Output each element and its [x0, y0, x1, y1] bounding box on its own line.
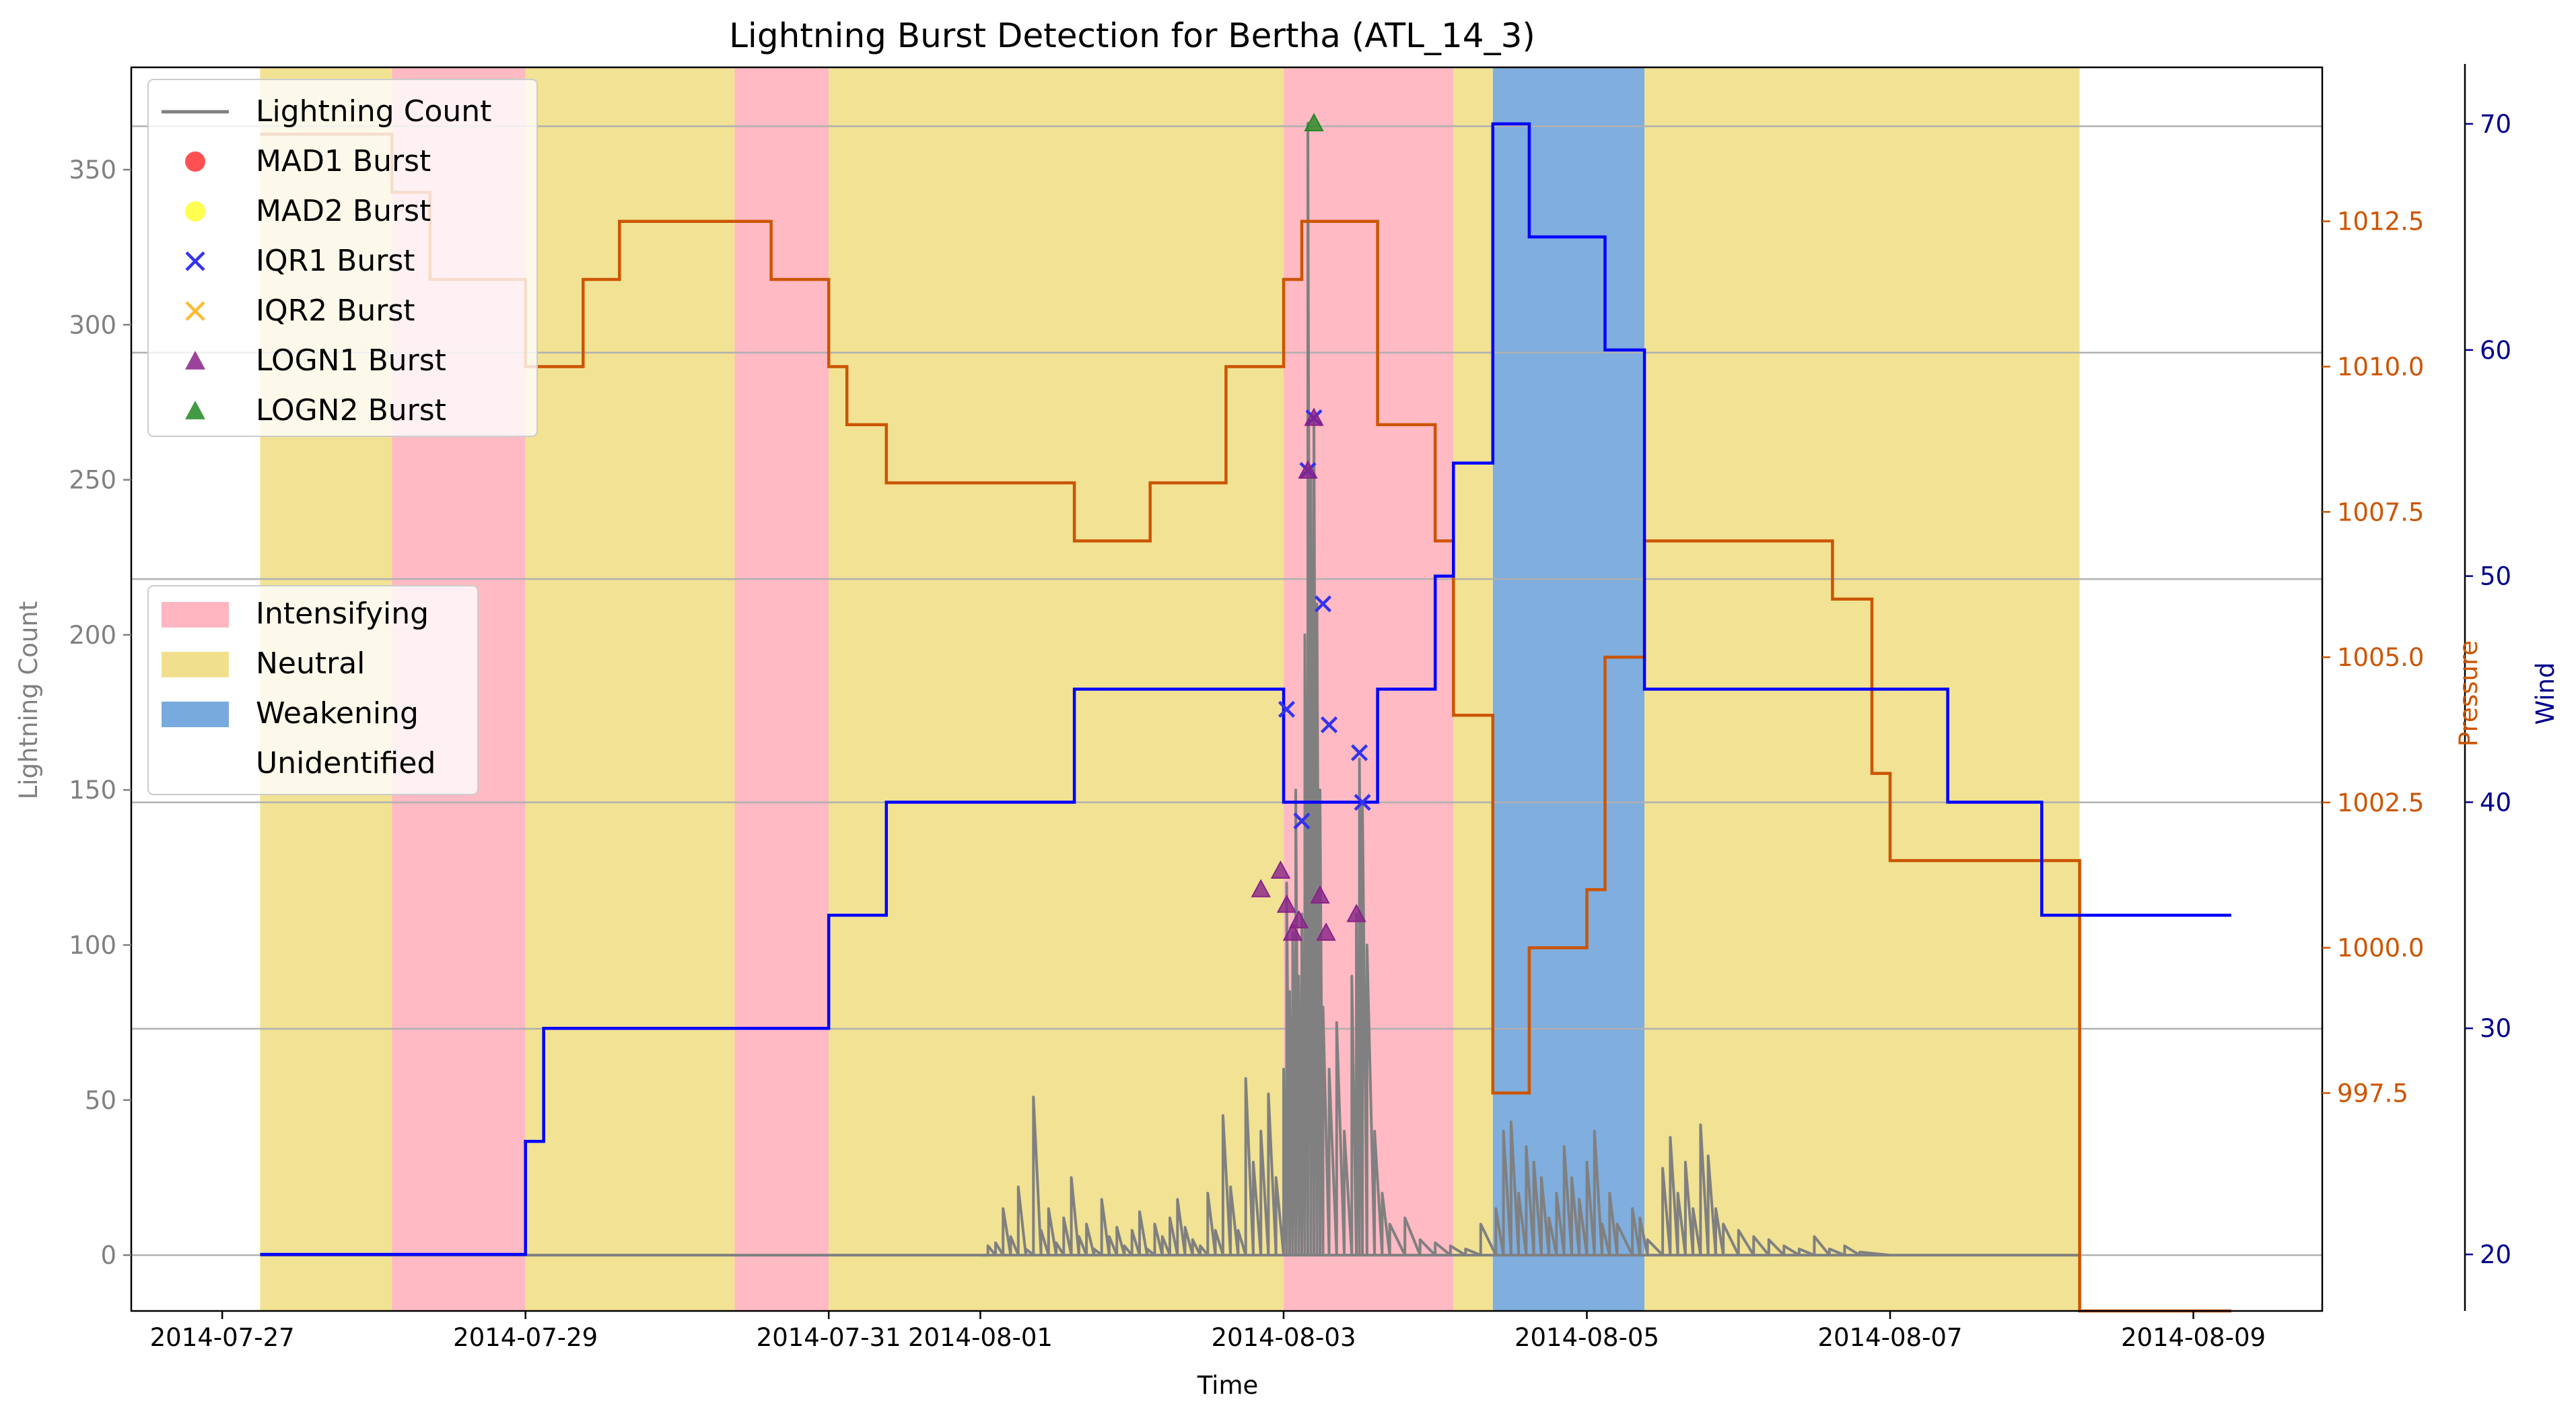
- legend-triangle-marker: [185, 351, 205, 370]
- x-tick-label: 2014-07-31: [757, 1323, 901, 1352]
- y-pressure-tick-label: 1005.0: [2337, 643, 2424, 672]
- series-wind: [260, 122, 2231, 1256]
- series-lightning-count: [980, 121, 1891, 1257]
- x-axis-title: Time: [1197, 1371, 1259, 1400]
- legend-label: LOGN1 Burst: [256, 343, 446, 378]
- burst-marker-logn1: [1282, 922, 1303, 941]
- legend-label: Lightning Count: [256, 94, 491, 129]
- y-left-tick-label: 200: [69, 621, 116, 650]
- y-left-tick-label: 100: [69, 931, 116, 959]
- phase-band-neutral: [1453, 67, 1493, 1311]
- legend-label: MAD1 Burst: [256, 144, 431, 178]
- legend-label: IQR1 Burst: [256, 244, 415, 278]
- series: [260, 121, 2231, 1313]
- burst-marker-logn1: [1251, 879, 1271, 898]
- legend-item: LOGN2 Burst: [185, 393, 446, 428]
- burst-marker-iqr1: [1320, 716, 1338, 734]
- burst-marker-iqr1: [1351, 744, 1368, 762]
- y-left-tick-label: 350: [69, 156, 116, 184]
- burst-marker-logn1: [1346, 904, 1366, 922]
- y-left-tick-label: 0: [100, 1241, 116, 1270]
- legend-burst-methods: Lightning Count MAD1 Burst MAD2 Burst IQR1 …: [147, 79, 538, 437]
- y-axis-title-pressure: Pressure: [2454, 640, 2483, 747]
- legend-label: Intensifying: [256, 597, 429, 631]
- burst-marker-iqr1: [1278, 700, 1296, 718]
- y-wind-tick-label: 50: [2480, 562, 2511, 591]
- x-tick-label: 2014-08-07: [1817, 1323, 1962, 1352]
- y-wind-tick-label: 20: [2480, 1240, 2511, 1269]
- y-left-tick-label: 50: [85, 1086, 116, 1115]
- y-wind-tick-label: 60: [2480, 336, 2511, 365]
- legend-item: MAD2 Burst: [185, 194, 431, 228]
- y-pressure-tick-label: 1007.5: [2337, 498, 2424, 527]
- burst-marker-logn2: [1304, 112, 1324, 131]
- y-axis-title-left: Lightning Count: [14, 601, 43, 800]
- legend-phase-swatch: [162, 602, 229, 628]
- legend-label: Unidentified: [256, 746, 436, 780]
- x-tick-label: 2014-08-03: [1211, 1323, 1356, 1352]
- x-tick-label: 2014-07-29: [453, 1323, 598, 1352]
- x-tick-label: 2014-08-01: [908, 1323, 1053, 1352]
- legend-item: LOGN1 Burst: [185, 343, 446, 378]
- burst-marker-iqr1: [1314, 595, 1332, 613]
- x-tick-label: 2014-08-09: [2121, 1323, 2266, 1352]
- phase-band-neutral: [525, 67, 735, 1311]
- y-wind-tick-label: 30: [2480, 1014, 2511, 1043]
- legend-item: Neutral: [162, 646, 365, 681]
- legend-label: Neutral: [256, 646, 365, 681]
- legend-phase-swatch: [162, 751, 229, 777]
- legend-item: Unidentified: [162, 746, 436, 780]
- legend-x-marker: [185, 301, 205, 321]
- burst-marker-logn1: [1304, 407, 1324, 426]
- y-left-tick-label: 250: [69, 466, 116, 495]
- burst-marker-logn1: [1298, 460, 1318, 479]
- legend-x-marker: [185, 251, 205, 271]
- legend-label: Weakening: [256, 696, 419, 731]
- chart-title: Lightning Burst Detection for Bertha (AT…: [729, 16, 1535, 55]
- legend-label: LOGN2 Burst: [256, 393, 446, 428]
- legend-label: IQR2 Burst: [256, 294, 415, 328]
- legend-item: Weakening: [162, 696, 419, 731]
- plot-frame: [130, 66, 2324, 1312]
- y-wind-tick-label: 40: [2480, 788, 2511, 817]
- phase-band-intensifying: [734, 67, 829, 1311]
- y-axis-title-wind: Wind: [2531, 663, 2560, 725]
- y-pressure-tick-label: 1010.0: [2337, 352, 2424, 381]
- axes: 2014-07-27 2014-07-29 2014-07-31 2014-08-01…: [69, 64, 2511, 1352]
- legend-phase-swatch: [162, 702, 229, 727]
- legend-frame: [147, 79, 538, 437]
- legend-item: IQR2 Burst: [185, 294, 415, 328]
- series-pressure: [260, 133, 2231, 1313]
- burst-marker-logn1: [1270, 860, 1291, 879]
- legend-circle-marker: [185, 201, 205, 222]
- legend-circle-marker: [185, 151, 205, 172]
- phase-band-weakening: [1492, 67, 1645, 1311]
- x-tick-label: 2014-08-05: [1515, 1323, 1659, 1352]
- y-pressure-tick-label: 1002.5: [2337, 788, 2424, 817]
- legend-label: MAD2 Burst: [256, 194, 431, 228]
- burst-marker-logn1: [1276, 894, 1297, 913]
- burst-marker-logn1: [1316, 922, 1336, 941]
- y-left-tick-label: 300: [69, 310, 116, 339]
- burst-marker-iqr1: [1293, 812, 1311, 830]
- x-tick-label: 2014-07-27: [150, 1323, 295, 1352]
- legend-item: MAD1 Burst: [185, 144, 431, 178]
- burst-marker-iqr1: [1354, 794, 1371, 811]
- legend-item: Lightning Count: [162, 94, 491, 129]
- legend-item: Intensifying: [162, 597, 429, 631]
- y-pressure-tick-label: 1000.0: [2337, 934, 2424, 963]
- legend-triangle-marker: [185, 401, 205, 419]
- legend-item: IQR1 Burst: [185, 244, 415, 278]
- y-pressure-tick-label: 997.5: [2337, 1079, 2408, 1108]
- burst-marker-logn1: [1288, 910, 1309, 929]
- legend-frame: [147, 585, 479, 795]
- burst-marker-logn1: [1310, 885, 1330, 904]
- legend-phases: Intensifying Neutral Weakening Unidentified: [147, 585, 479, 795]
- legend-phase-swatch: [162, 652, 229, 677]
- y-left-tick-label: 150: [69, 776, 116, 805]
- y-wind-tick-label: 70: [2480, 110, 2511, 139]
- burst-markers: [1251, 112, 1371, 941]
- y-pressure-tick-label: 1012.5: [2337, 207, 2424, 236]
